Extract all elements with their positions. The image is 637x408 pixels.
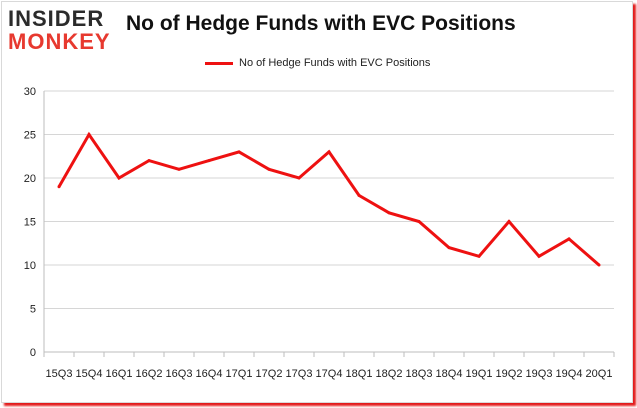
logo-line-2: MONKEY	[8, 29, 111, 54]
chart-legend: No of Hedge Funds with EVC Positions	[205, 57, 430, 69]
x-tick-label: 18Q2	[376, 368, 403, 380]
x-tick-label: 19Q1	[466, 368, 493, 380]
x-tick-label: 15Q4	[76, 368, 103, 380]
data-point	[237, 150, 241, 154]
insider-monkey-logo: INSIDER MONKEY	[8, 6, 120, 54]
x-tick-label: 16Q4	[196, 368, 223, 380]
x-tick-label: 17Q2	[256, 368, 283, 380]
x-tick-labels: 15Q3 15Q4 16Q1 16Q2 16Q3 16Q4 17Q1 17Q2 17Q3 17Q4…	[46, 368, 613, 380]
data-point	[147, 159, 151, 163]
series-group	[57, 131, 601, 267]
data-point	[327, 150, 331, 154]
x-tick-label: 16Q1	[106, 368, 133, 380]
x-tick-label: 18Q1	[346, 368, 373, 380]
legend-swatch	[205, 61, 233, 65]
chart-title: No of Hedge Funds with EVC Positions	[126, 12, 516, 35]
data-point	[267, 167, 271, 171]
y-tick-label: 15	[24, 217, 36, 229]
data-point	[297, 176, 301, 180]
data-point	[207, 159, 211, 163]
y-tick-label: 30	[24, 86, 36, 98]
data-point	[417, 220, 421, 223]
data-point	[447, 246, 451, 250]
x-tick-label: 16Q2	[136, 368, 163, 380]
chart-frame	[1, 1, 633, 403]
x-tick-label: 18Q3	[406, 368, 433, 380]
data-point	[357, 193, 361, 197]
x-tick-label: 19Q4	[556, 368, 583, 380]
x-tick-label: 15Q3	[46, 368, 73, 380]
y-tick-label: 0	[30, 347, 36, 359]
data-point	[87, 133, 91, 136]
x-tick-label: 16Q3	[166, 368, 193, 380]
x-tick-label: 19Q3	[526, 368, 553, 380]
series-line	[57, 131, 600, 267]
grid-lines	[44, 90, 614, 309]
y-tick-label: 10	[24, 260, 36, 272]
data-point	[177, 167, 181, 171]
y-tick-labels: 0 5 10 15 20 25 30	[24, 86, 36, 359]
logo-line-1: INSIDER	[8, 6, 105, 31]
x-tick-label: 17Q1	[226, 368, 253, 380]
x-tick-label: 19Q2	[496, 368, 523, 380]
data-point	[57, 185, 61, 189]
data-point	[117, 176, 121, 180]
x-tick-label: 17Q4	[316, 368, 343, 380]
axes	[43, 91, 615, 357]
x-tick-label: 20Q1	[586, 368, 613, 380]
x-tick-label: 17Q3	[286, 368, 313, 380]
data-point	[387, 211, 391, 215]
y-tick-label: 5	[30, 304, 36, 316]
data-point	[477, 254, 481, 258]
y-tick-label: 20	[24, 173, 36, 185]
data-point	[507, 220, 511, 223]
data-point	[597, 263, 601, 267]
data-point	[537, 254, 541, 258]
x-tick-label: 18Q4	[436, 368, 463, 380]
y-tick-label: 25	[24, 130, 36, 142]
legend-label: No of Hedge Funds with EVC Positions	[239, 57, 431, 69]
data-point	[567, 237, 571, 241]
